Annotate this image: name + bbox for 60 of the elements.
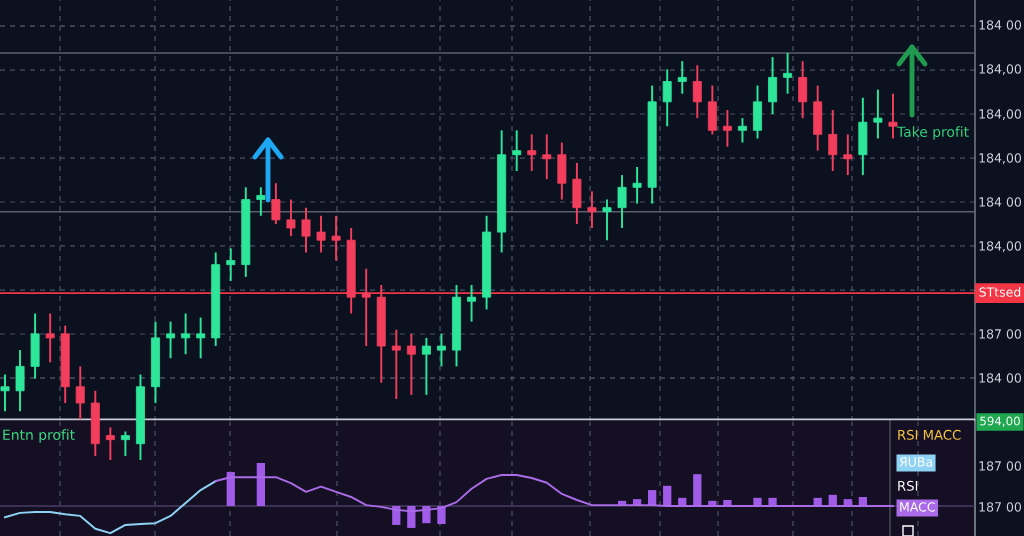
candlestick [602, 198, 612, 242]
candlestick [873, 88, 883, 140]
text: 184 00 [979, 373, 1022, 383]
candlestick [737, 117, 747, 144]
candlestick [828, 109, 838, 172]
candlestick [391, 328, 401, 400]
text: 184,00 [979, 109, 1022, 120]
candlestick [692, 64, 702, 120]
candlestick [527, 133, 537, 172]
candlestick [120, 430, 130, 457]
text: 187 00 [979, 329, 1022, 339]
bar [256, 463, 265, 506]
candlestick [677, 60, 687, 95]
text: 184,00 [979, 64, 1022, 75]
candlestick [662, 68, 672, 128]
candlestick [75, 365, 85, 421]
candlestick [436, 332, 446, 368]
annotation: Take profit [896, 126, 969, 140]
candlestick [271, 182, 281, 225]
candlestick [361, 267, 371, 348]
candlestick [542, 133, 552, 181]
candlestick [843, 133, 853, 177]
candlestick [722, 109, 732, 148]
candlestick [512, 129, 522, 172]
series-label: MACC [900, 502, 935, 512]
candlestick [331, 214, 341, 262]
candlestick [587, 190, 597, 229]
candlestick [316, 214, 326, 254]
candlestick [301, 206, 311, 254]
text: 184,00 [979, 153, 1022, 164]
bar [226, 472, 235, 506]
text: 187 00 [979, 461, 1022, 471]
candlestick [105, 426, 115, 461]
text: 184 00 [979, 197, 1022, 207]
ref-line-label: STtsed [979, 287, 1021, 297]
annotation: Entn profit [3, 429, 75, 443]
candlestick [632, 165, 642, 205]
bar [663, 485, 672, 506]
bar [693, 474, 702, 506]
text: 594,00 [980, 416, 1020, 427]
candlestick [166, 320, 176, 360]
candlestick [256, 186, 266, 217]
annotation: RSI [898, 480, 918, 491]
text: 184,00 [979, 241, 1022, 252]
text: ЯUBa [899, 457, 932, 467]
candlestick [181, 312, 191, 356]
candlestick [45, 312, 55, 364]
legend-title: RSI MACC [898, 429, 961, 440]
candlestick [617, 174, 627, 229]
candlestick [196, 316, 206, 360]
candlestick [421, 336, 431, 396]
candlestick [406, 332, 416, 396]
candlestick [286, 198, 296, 238]
text: 187 00 [979, 502, 1022, 512]
candlestick [0, 373, 10, 413]
candlestick [467, 284, 477, 323]
text: 184 00 [979, 20, 1022, 30]
candlestick [888, 92, 898, 140]
candlestick [783, 52, 793, 95]
candlestick [226, 247, 236, 282]
